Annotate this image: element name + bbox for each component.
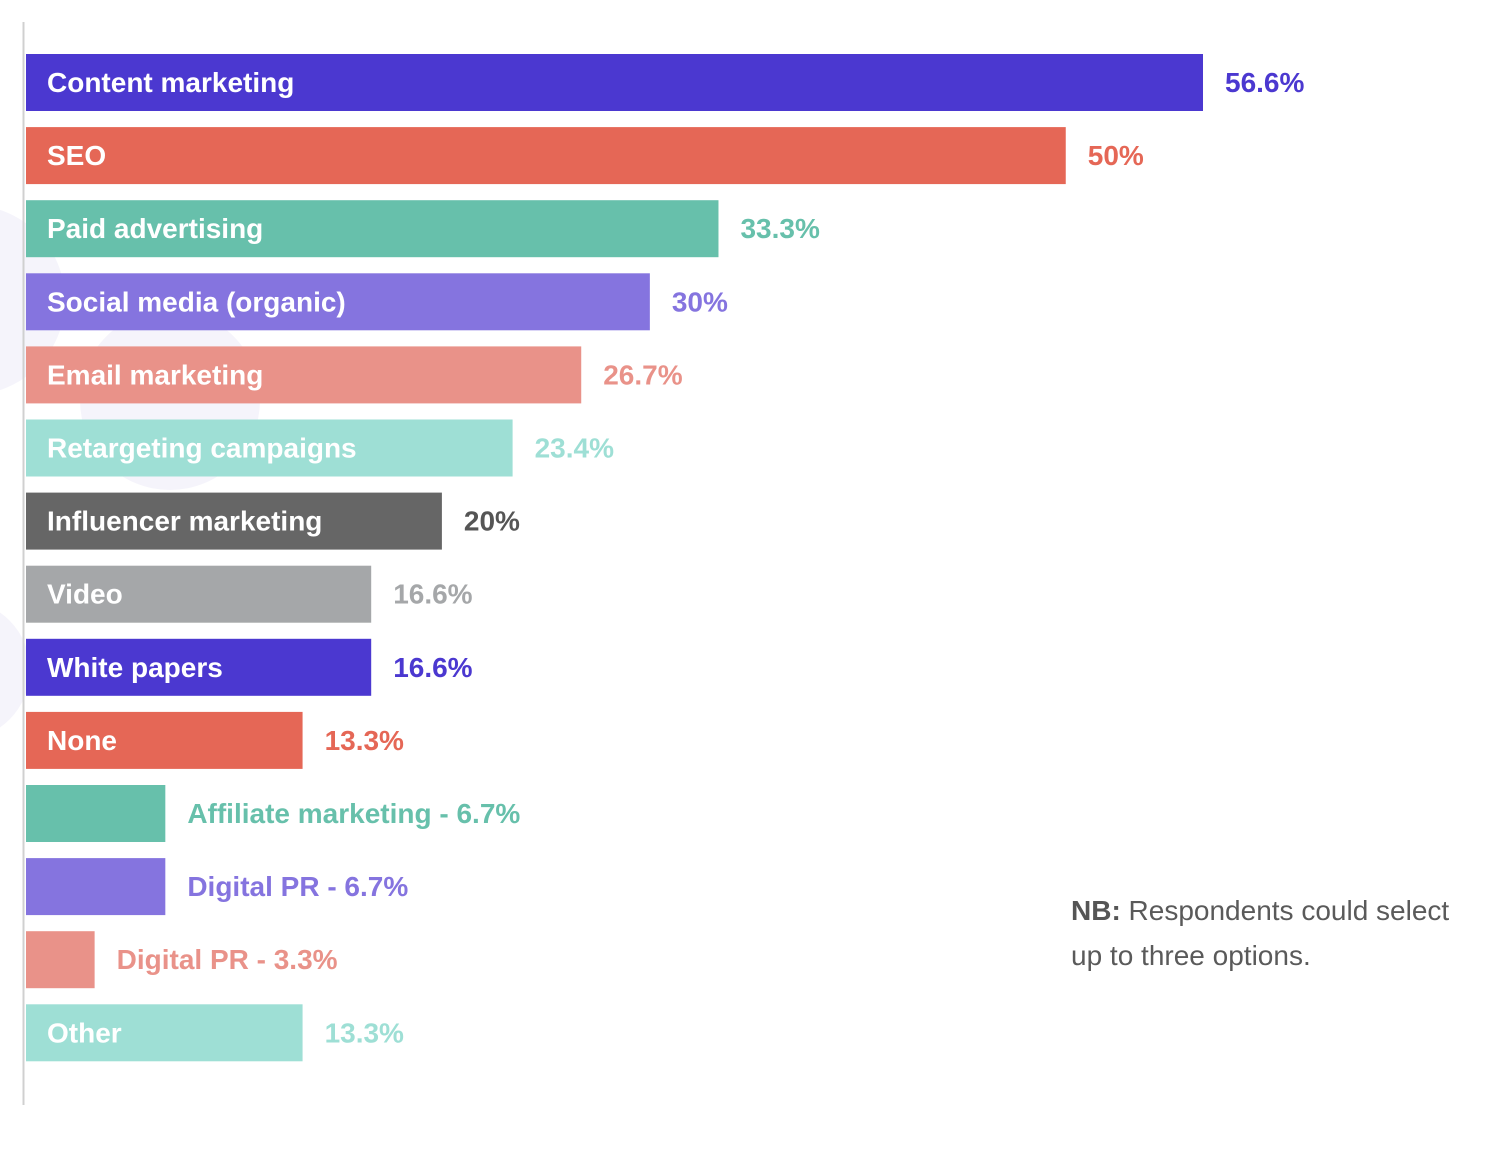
value-label: 20% — [464, 506, 520, 537]
bar-other — [26, 1004, 303, 1062]
category-label: Paid advertising — [47, 213, 263, 244]
category-label: Retargeting campaigns — [47, 433, 357, 464]
category-label: Influencer marketing — [47, 506, 322, 537]
category-label: SEO — [47, 140, 106, 171]
footnote: NB: Respondents could select up to three… — [1071, 888, 1471, 978]
bar-digital-pr — [26, 858, 166, 916]
category-label: White papers — [47, 652, 223, 683]
category-label: Video — [47, 579, 123, 610]
value-label: 16.6% — [393, 579, 472, 610]
footnote-bold: NB: — [1071, 895, 1121, 926]
bar-white-papers — [26, 638, 372, 696]
bar-retargeting-campaigns — [26, 419, 513, 477]
category-value-label: Digital PR - 3.3% — [117, 944, 338, 975]
category-label: Other — [47, 1017, 122, 1048]
value-label: 13.3% — [325, 725, 404, 756]
category-value-label: Affiliate marketing - 6.7% — [187, 798, 520, 829]
value-label: 13.3% — [325, 1017, 404, 1048]
bar-content-marketing — [26, 54, 1203, 111]
bar-none — [26, 711, 303, 769]
background-circle — [0, 612, 30, 728]
value-label: 26.7% — [603, 359, 682, 390]
footnote-text: Respondents could select up to three opt… — [1071, 895, 1450, 971]
value-label: 33.3% — [740, 213, 819, 244]
category-label: Social media (organic) — [47, 286, 346, 317]
value-label: 50% — [1088, 140, 1144, 171]
value-label: 56.6% — [1225, 67, 1304, 98]
labels-group: Content marketing 56.6% SEO 50% Paid adverti… — [47, 67, 1304, 1048]
value-label: 30% — [672, 286, 728, 317]
category-label: Email marketing — [47, 359, 263, 390]
category-value-label: Digital PR - 6.7% — [187, 871, 408, 902]
bar-video — [26, 565, 372, 623]
bar-affiliate-marketing — [26, 785, 166, 842]
bar-email-marketing — [26, 346, 582, 404]
category-label: Content marketing — [47, 67, 294, 98]
bars-group — [26, 54, 1203, 1062]
category-label: None — [47, 725, 117, 756]
bar-paid-advertising — [26, 200, 719, 258]
value-label: 16.6% — [393, 652, 472, 683]
bar-influencer-marketing — [26, 492, 442, 550]
value-label: 23.4% — [535, 433, 614, 464]
bar-digital-pr — [26, 931, 95, 989]
bar-seo — [26, 127, 1066, 185]
bar-social-media-organic — [26, 273, 650, 331]
